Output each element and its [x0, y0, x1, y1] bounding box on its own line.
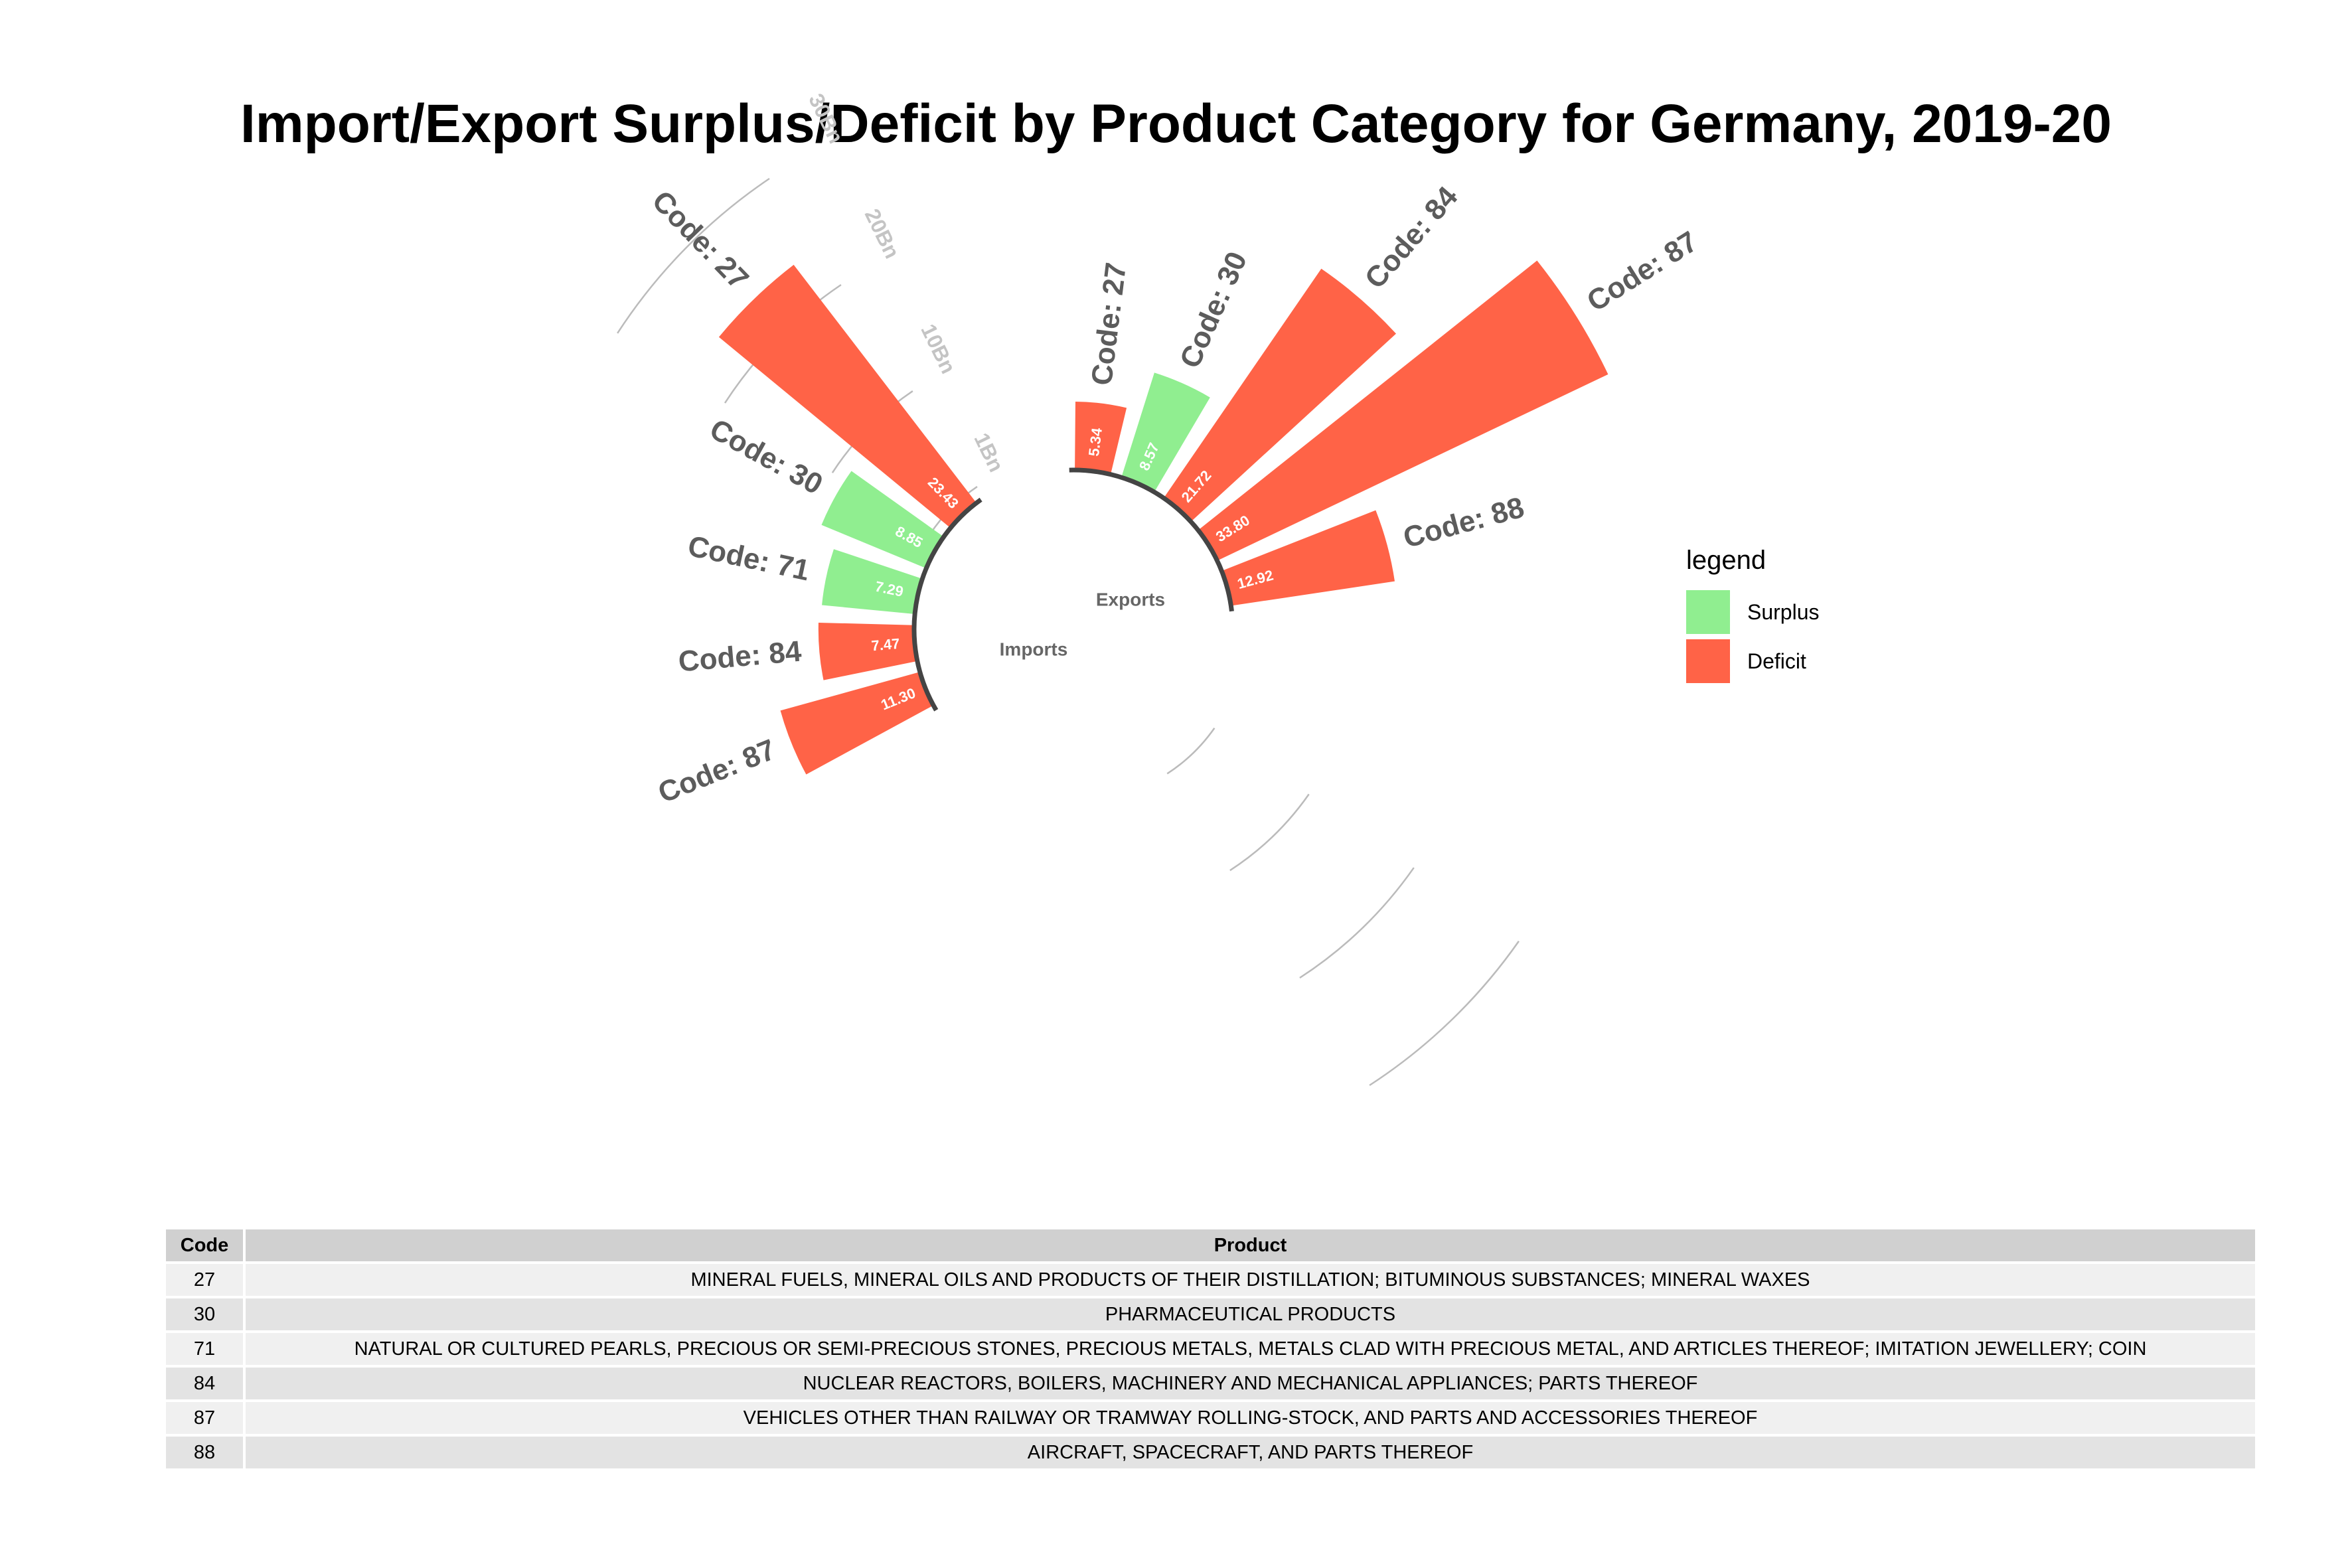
table-row: 27 MINERAL FUELS, MINERAL OILS AND PRODU… [166, 1264, 2255, 1296]
chart-title: Import/Export Surplus/Deficit by Product… [240, 94, 2112, 154]
bar-imports-87 [780, 672, 934, 775]
grid-arc [617, 177, 770, 334]
radial-tick-label: 30Bn [804, 90, 848, 147]
bar-imports-30 [821, 471, 944, 569]
code-label: Code: 84 [1359, 180, 1464, 295]
code-label: Code: 84 [677, 635, 803, 678]
code-label: Code: 87 [654, 733, 781, 809]
bar-exports-87 [1198, 260, 1608, 561]
header-product: Product [246, 1229, 2255, 1261]
bar-exports-88 [1221, 510, 1395, 606]
cell-product: MINERAL FUELS, MINERAL OILS AND PRODUCTS… [246, 1264, 2255, 1296]
bar-exports-30 [1121, 372, 1210, 493]
radial-tick-label: 20Bn [860, 205, 905, 262]
bar-imports-71 [822, 549, 923, 614]
legend-label-deficit: Deficit [1747, 649, 1806, 673]
group-baselines [911, 467, 1234, 712]
radial-tick-label: 10Bn [916, 320, 961, 377]
code-label: Code: 27 [1085, 261, 1133, 387]
cell-code: 30 [166, 1298, 243, 1330]
bar-exports-27 [1075, 401, 1127, 475]
header-code: Code [166, 1229, 243, 1261]
code-label: Code: 71 [685, 530, 813, 588]
cell-product: VEHICLES OTHER THAN RAILWAY OR TRAMWAY R… [246, 1402, 2255, 1434]
legend-label-surplus: Surplus [1747, 599, 1820, 624]
radial-tick-label: 1Bn [969, 429, 1008, 475]
cell-code: 84 [166, 1368, 243, 1399]
code-label: Code: 88 [1400, 491, 1528, 554]
cell-code: 88 [166, 1437, 243, 1468]
grid-arc [1229, 793, 1310, 872]
product-table: Code Product 27 MINERAL FUELS, MINERAL O… [163, 1227, 2258, 1471]
legend: legend Surplus Deficit [1686, 546, 1820, 688]
cell-product: PHARMACEUTICAL PRODUCTS [246, 1298, 2255, 1330]
cell-product: NUCLEAR REACTORS, BOILERS, MACHINERY AND… [246, 1368, 2255, 1399]
bar-exports-84 [1163, 268, 1397, 522]
value-label: 7.47 [871, 635, 901, 655]
table-row: 87 VEHICLES OTHER THAN RAILWAY OR TRAMWA… [166, 1402, 2255, 1434]
cell-code: 27 [166, 1264, 243, 1296]
grid-arc [1166, 728, 1215, 775]
baseline-exports [1069, 467, 1234, 612]
cell-product: AIRCRAFT, SPACECRAFT, AND PARTS THEREOF [246, 1437, 2255, 1468]
legend-item-surplus: Surplus [1686, 590, 1820, 634]
table-row: 30 PHARMACEUTICAL PRODUCTS [166, 1298, 2255, 1330]
bars [718, 260, 1608, 775]
grid-arc [1299, 867, 1415, 979]
legend-item-deficit: Deficit [1686, 639, 1820, 683]
group-label-imports: Imports [1000, 639, 1068, 659]
table-row: 88 AIRCRAFT, SPACECRAFT, AND PARTS THERE… [166, 1437, 2255, 1468]
cell-code: 87 [166, 1402, 243, 1434]
legend-swatch-surplus [1686, 590, 1730, 634]
code-label: Code: 87 [1581, 225, 1703, 318]
value-label: 5.34 [1085, 426, 1105, 457]
legend-swatch-deficit [1686, 639, 1730, 683]
baseline-imports [911, 497, 982, 712]
code-label: Code: 30 [1174, 247, 1253, 373]
table-header-row: Code Product [166, 1229, 2255, 1261]
legend-title: legend [1686, 546, 1766, 575]
group-label-exports: Exports [1096, 589, 1165, 609]
cell-product: NATURAL OR CULTURED PEARLS, PRECIOUS OR … [246, 1333, 2255, 1365]
bar-imports-84 [818, 622, 917, 680]
code-label: Code: 30 [704, 413, 828, 501]
table-row: 84 NUCLEAR REACTORS, BOILERS, MACHINERY … [166, 1368, 2255, 1399]
bar-imports-27 [718, 264, 977, 528]
cell-code: 71 [166, 1333, 243, 1365]
grid-arc [1369, 941, 1520, 1086]
table-row: 71 NATURAL OR CULTURED PEARLS, PRECIOUS … [166, 1333, 2255, 1365]
